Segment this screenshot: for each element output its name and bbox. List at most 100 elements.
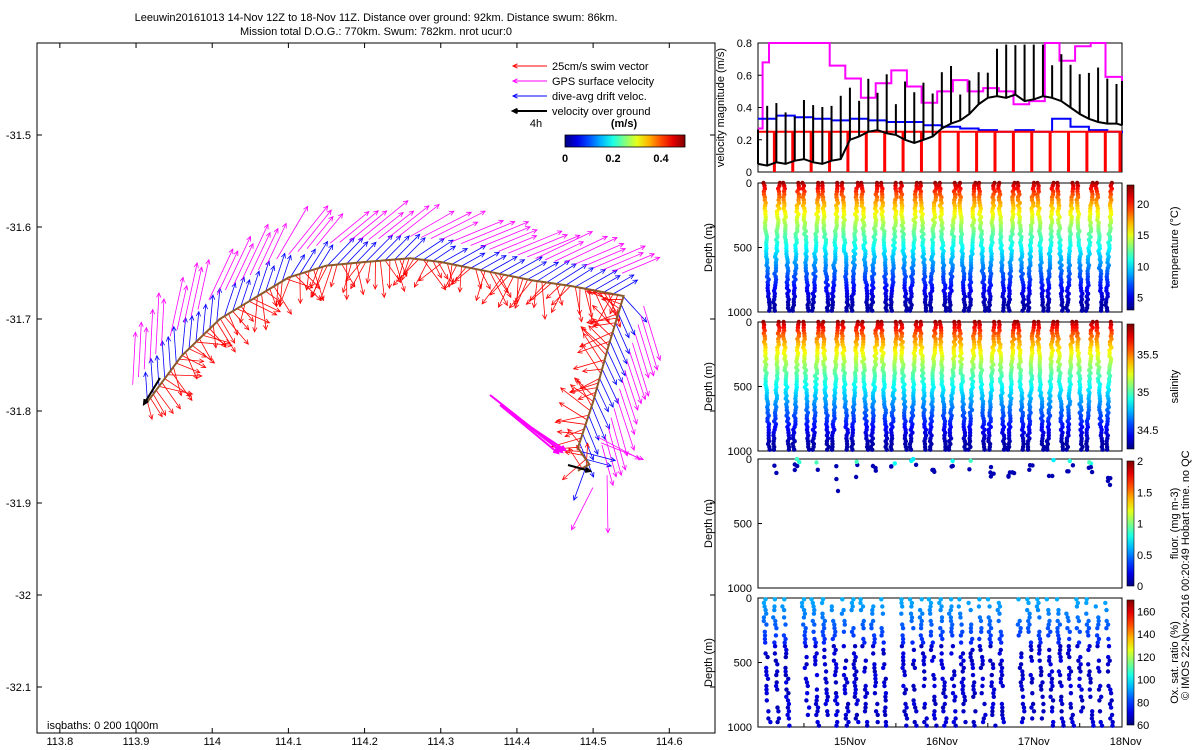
section-point — [979, 654, 985, 660]
section-point — [1080, 698, 1085, 703]
gps-vector-head — [143, 326, 149, 333]
section-point — [910, 662, 916, 667]
section-point — [862, 640, 867, 645]
swim-vector — [586, 317, 617, 323]
section-point — [913, 462, 919, 467]
section-point — [1006, 474, 1011, 479]
swim-vector — [582, 368, 603, 372]
swim-vector-head — [569, 384, 576, 390]
section-point — [939, 658, 944, 663]
swim-vector-head — [221, 340, 227, 346]
section-point — [813, 701, 819, 707]
drift-vector — [248, 271, 260, 302]
drift-vector-head — [210, 294, 216, 300]
section-point — [761, 600, 767, 606]
section-point — [1046, 658, 1052, 663]
section-point — [958, 611, 963, 616]
gps-vector-head — [634, 454, 641, 460]
section-point — [775, 669, 780, 674]
section-point — [883, 705, 888, 710]
section-point — [852, 672, 857, 678]
section-point — [1036, 651, 1042, 656]
section-point — [804, 698, 809, 703]
section-point — [1084, 597, 1089, 602]
colorbar-tick-label: 0.4 — [653, 153, 669, 165]
drift-vector — [565, 267, 594, 286]
section-point — [764, 669, 769, 674]
section-point — [1050, 705, 1055, 710]
drift-vector-head — [624, 332, 630, 339]
section-point — [805, 691, 810, 696]
section-ylabel: Depth (m) — [703, 223, 715, 272]
swim-vector-head — [564, 450, 571, 456]
drift-vector-head — [618, 377, 623, 384]
section-point — [822, 626, 827, 631]
drift-vector-head — [240, 276, 246, 283]
section-point — [812, 636, 817, 642]
gps-vector-head — [183, 284, 189, 291]
section-point — [987, 618, 993, 624]
swim-vector — [590, 313, 619, 325]
section-point — [1020, 308, 1025, 313]
section-point — [999, 672, 1005, 678]
drift-vector — [181, 317, 187, 356]
swim-vector-head — [577, 309, 583, 316]
section-point — [929, 622, 934, 627]
section-colorbar — [1126, 323, 1135, 450]
section-point — [772, 651, 778, 656]
gps-vector — [527, 234, 580, 258]
swim-vector — [216, 321, 236, 353]
section-point — [958, 654, 963, 660]
ground-vector — [567, 464, 591, 472]
drift-vector — [209, 295, 214, 329]
swim-vector — [559, 402, 588, 421]
section-point — [961, 658, 966, 663]
section-point — [1080, 705, 1086, 710]
section-point — [1017, 618, 1022, 624]
section-point — [875, 719, 880, 725]
section-point — [920, 651, 926, 656]
drift-vector — [375, 235, 401, 262]
section-point — [909, 615, 915, 620]
gps-vector-head — [531, 235, 538, 240]
section-point — [852, 665, 857, 671]
section-point — [860, 604, 866, 609]
swim-vector — [574, 286, 582, 322]
section-point — [875, 712, 880, 718]
section-point — [889, 308, 894, 313]
section-point — [927, 607, 932, 613]
section-point — [1077, 683, 1082, 689]
swim-vector — [401, 258, 410, 281]
drift-vector — [584, 269, 618, 289]
legend-label-1: GPS surface velocity — [552, 76, 655, 88]
section-point — [969, 658, 974, 663]
drift-vector-head — [189, 314, 195, 321]
swim-vector — [432, 260, 442, 278]
section-point — [939, 618, 945, 624]
section-y-tick-label: 0 — [746, 454, 752, 466]
section-point — [872, 691, 878, 696]
section-point — [783, 672, 788, 678]
gps-vector — [610, 417, 626, 470]
section-point — [978, 647, 983, 653]
section-point — [764, 611, 769, 616]
section-point — [802, 640, 808, 645]
section-point — [1074, 626, 1080, 631]
swim-vector-head — [243, 339, 249, 345]
velocity-over-ground-arrows — [142, 377, 593, 473]
section-point — [1088, 465, 1094, 470]
section-point — [1077, 629, 1083, 634]
swim-vector — [509, 280, 533, 309]
section-point — [765, 654, 770, 660]
section-point — [861, 636, 866, 642]
section-point — [762, 629, 767, 634]
swim-vector-head — [506, 292, 512, 299]
section-point — [842, 687, 847, 692]
section-point — [1107, 482, 1113, 488]
section-point — [1108, 476, 1113, 481]
map-x-tick-label: 114.2 — [351, 736, 378, 748]
section-point — [860, 622, 865, 627]
swim-vector-head — [477, 283, 483, 290]
section-point — [1029, 658, 1035, 663]
